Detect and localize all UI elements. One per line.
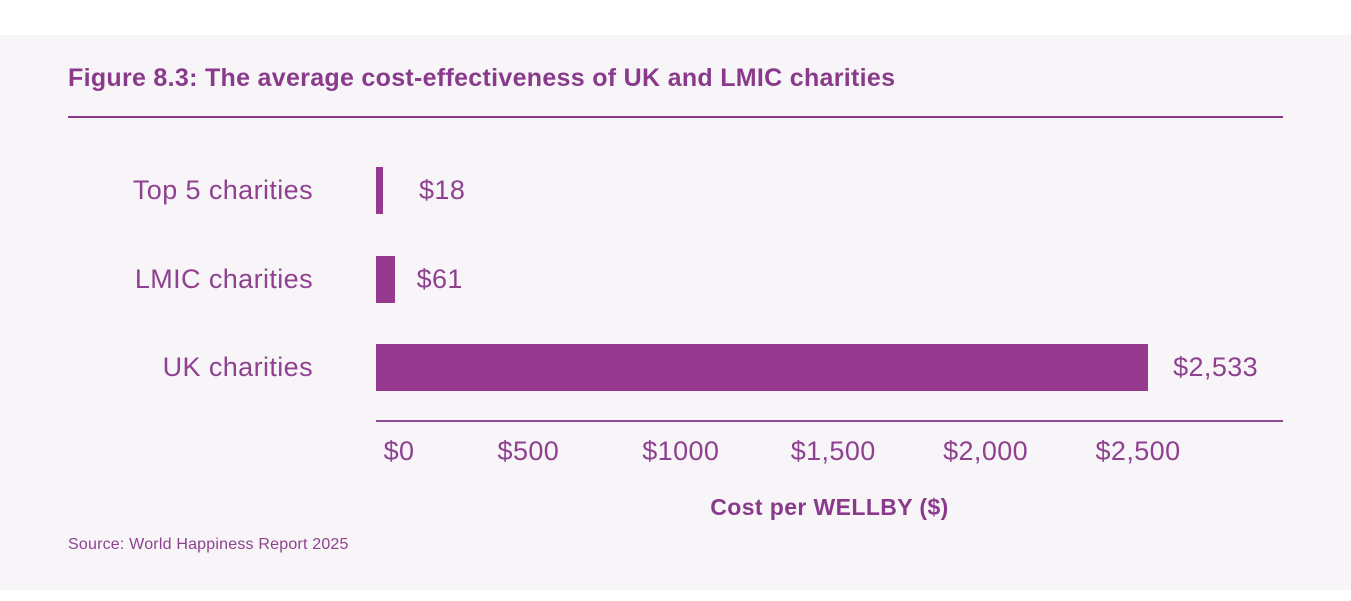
- category-label: Top 5 charities: [132, 175, 313, 205]
- bar-row-lmic-charities: LMIC charities $61: [0, 256, 1351, 303]
- bar-row-top-5-charities: Top 5 charities $18: [0, 167, 1351, 214]
- value-label: $18: [419, 175, 466, 205]
- bar-top-5-charities: [376, 167, 383, 214]
- category-label: UK charities: [162, 352, 313, 382]
- x-axis-title: Cost per WELLBY ($): [710, 494, 949, 520]
- category-label: LMIC charities: [134, 264, 313, 294]
- figure-title: Figure 8.3: The average cost-effectivene…: [68, 64, 896, 92]
- value-label: $2,533: [1173, 352, 1259, 382]
- x-tick-label: $2,000: [943, 436, 1029, 466]
- x-tick-label: $0: [383, 436, 415, 466]
- title-divider: [68, 116, 1283, 118]
- source-note: Source: World Happiness Report 2025: [68, 536, 349, 553]
- bar-uk-charities: [376, 344, 1149, 391]
- bar-lmic-charities: [376, 256, 395, 303]
- x-tick-label: $1,500: [790, 436, 876, 466]
- chart-canvas: [0, 35, 1351, 590]
- x-axis-line: [376, 420, 1283, 422]
- bar-row-uk-charities: UK charities $2,533: [0, 344, 1351, 391]
- value-label: $61: [416, 264, 463, 294]
- x-tick-label: $500: [497, 436, 560, 466]
- x-tick-label: $1000: [642, 436, 720, 466]
- x-tick-label: $2,500: [1095, 436, 1181, 466]
